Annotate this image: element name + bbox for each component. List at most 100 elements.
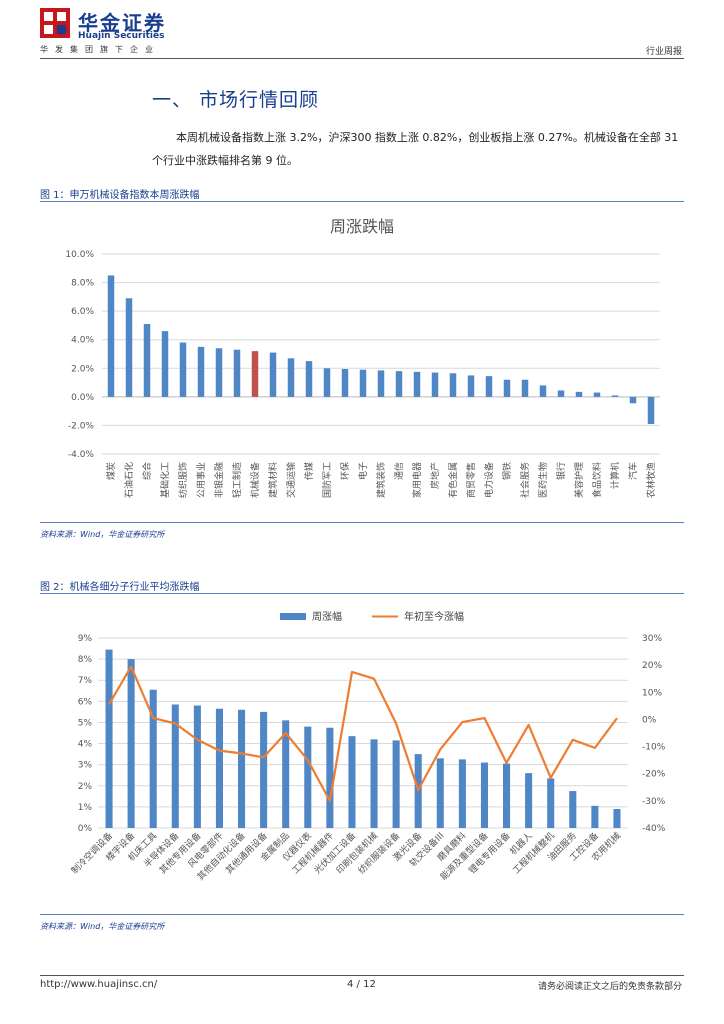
chart2-bar [348, 736, 356, 828]
chart1-bar [269, 352, 277, 397]
chart1-ytick-label: 6.0% [71, 307, 94, 317]
figure1-bottom-rule [40, 522, 684, 523]
chart1-ytick-label: 0.0% [71, 393, 94, 403]
chart1-bar [467, 375, 475, 397]
chart1-bar [521, 379, 529, 397]
chart1-xtick-label: 传媒 [303, 462, 315, 480]
chart1-xtick-label: 建筑材料 [267, 462, 279, 498]
figure1-source: 资料来源：Wind，华金证券研究所 [40, 530, 165, 539]
chart1-xtick-label: 纺织服饰 [177, 462, 189, 498]
figure1-top-rule [40, 201, 684, 202]
chart2-ytick-left-label: 6% [78, 697, 93, 707]
chart1-xtick-label: 石油石化 [123, 462, 135, 498]
chart2-ytick-left-label: 0% [78, 824, 93, 834]
figure2-chart: 周涨幅 年初至今涨幅 0% 1% 2% 3% 4% 5% 6% 7% 8% 9% -40% -30% -20… [68, 610, 666, 883]
chart1-xtick-label: 医药生物 [537, 462, 549, 498]
chart2-bar [503, 763, 511, 828]
chart1-xtick-label: 社会服务 [519, 462, 531, 498]
chart1-bar [215, 348, 223, 397]
chart1-title: 周涨跌幅 [330, 217, 394, 236]
chart1-bar [161, 331, 169, 397]
chart2-legend-bar-label: 周涨幅 [312, 610, 342, 623]
chart1-xtick-label: 环保 [339, 462, 351, 480]
footer-divider [40, 975, 684, 976]
chart2-legend-bar-swatch [280, 613, 306, 620]
chart1-bar [593, 392, 601, 397]
chart2-bar [525, 773, 533, 828]
chart2-bar [149, 689, 157, 828]
chart2-bar [127, 659, 135, 828]
figure2-bottom-rule [40, 914, 684, 915]
chart1-bar [557, 390, 565, 397]
footer-url-link[interactable]: http://www.huajinsc.cn/ [40, 979, 158, 990]
chart2-ytick-right-label: -30% [642, 797, 666, 807]
header-divider [40, 58, 684, 59]
chart1-bar [341, 369, 349, 397]
chart1-bar [305, 361, 313, 397]
chart1-ytick-label: 8.0% [71, 279, 94, 289]
figure2-top-rule [40, 593, 684, 594]
chart1-ytick-label: 2.0% [71, 364, 94, 374]
chart1-xtick-label: 房地产 [429, 462, 441, 489]
chart1-bar [323, 368, 331, 397]
figure1-caption: 图 1：申万机械设备指数本周涨跌幅 [40, 190, 200, 201]
chart2-ytick-right-label: 20% [642, 661, 662, 671]
chart1-xtick-label: 非银金融 [213, 462, 225, 498]
chart2-bar [547, 778, 555, 828]
chart1-xtick-label: 机械设备 [249, 462, 261, 498]
figure2-caption: 图 2：机械各细分子行业平均涨跌幅 [40, 582, 200, 593]
chart1-bar [575, 391, 583, 397]
chart2-bar [569, 791, 577, 828]
chart1-xtick-label: 轻工制造 [231, 462, 243, 498]
footer-disclaimer: 请务必阅读正文之后的免责条款部分 [537, 982, 682, 992]
chart2-ytick-right-label: 10% [642, 688, 662, 698]
chart2-ytick-left-label: 3% [78, 761, 93, 771]
chart2-ytick-right-label: -10% [642, 743, 666, 753]
chart1-bar [611, 395, 619, 397]
chart1-bar [395, 371, 403, 397]
chart2-ytick-left-label: 7% [78, 676, 93, 686]
chart1-xtick-label: 煤炭 [105, 462, 117, 480]
section-title: 一、 市场行情回顾 [152, 89, 320, 111]
chart2-ytick-left-label: 5% [78, 718, 93, 728]
chart1-bar [233, 349, 241, 397]
chart2-ytick-left-label: 8% [78, 655, 93, 665]
logo-tagline: 华发集团旗下企业 [40, 45, 160, 54]
logo-english-name: Huajin Securities [78, 31, 165, 41]
chart2-ytick-left-label: 2% [78, 782, 93, 792]
chart2-bar [370, 739, 378, 828]
chart2-legend: 周涨幅 年初至今涨幅 [280, 610, 464, 623]
chart1-xtick-label: 计算机 [609, 462, 621, 489]
chart2-bar [458, 759, 466, 828]
chart2-bar [436, 758, 444, 828]
chart2-bar [591, 805, 599, 828]
chart1-xtick-label: 食品饮料 [591, 462, 603, 498]
chart1-bar [143, 324, 151, 397]
chart2-bar [282, 720, 290, 828]
section-paragraph: 本周机械设备指数上涨 3.2%，沪深300 指数上涨 0.82%，创业板指上涨 … [152, 131, 679, 167]
chart1-xtick-label: 家用电器 [411, 462, 423, 498]
chart1-xtick-label: 银行 [555, 462, 567, 480]
chart2-legend-line-label: 年初至今涨幅 [404, 610, 464, 623]
chart1-bar [647, 396, 655, 424]
chart1-bar [413, 371, 421, 397]
chart1-bar [449, 373, 457, 397]
chart2-bar [215, 708, 223, 828]
chart2-bar [260, 711, 268, 828]
chart2-ytick-right-label: 0% [642, 715, 657, 725]
chart1-xtick-label: 电子 [357, 462, 369, 480]
figure1-chart: 周涨跌幅 -4.0% -2.0% 0.0% 2.0% 4.0% 6.0% 8.0% 10.0% 煤… [65, 217, 660, 498]
chart1-xtick-label: 钢铁 [501, 462, 513, 480]
logo-chinese-name: 华金证券 [78, 11, 166, 35]
chart2-ytick-left-label: 9% [78, 634, 93, 644]
chart2-bar [105, 649, 113, 828]
chart1-bar [179, 342, 187, 397]
chart2-ytick-right-label: -40% [642, 824, 666, 834]
figure2-source: 资料来源：Wind，华金证券研究所 [40, 922, 165, 931]
chart1-ytick-label: 4.0% [71, 336, 94, 346]
chart2-bar [238, 709, 246, 828]
chart1-xtick-label: 通信 [393, 462, 405, 480]
chart1-bar [107, 275, 115, 397]
chart1-bar [197, 346, 205, 397]
chart1-bar [539, 385, 547, 397]
